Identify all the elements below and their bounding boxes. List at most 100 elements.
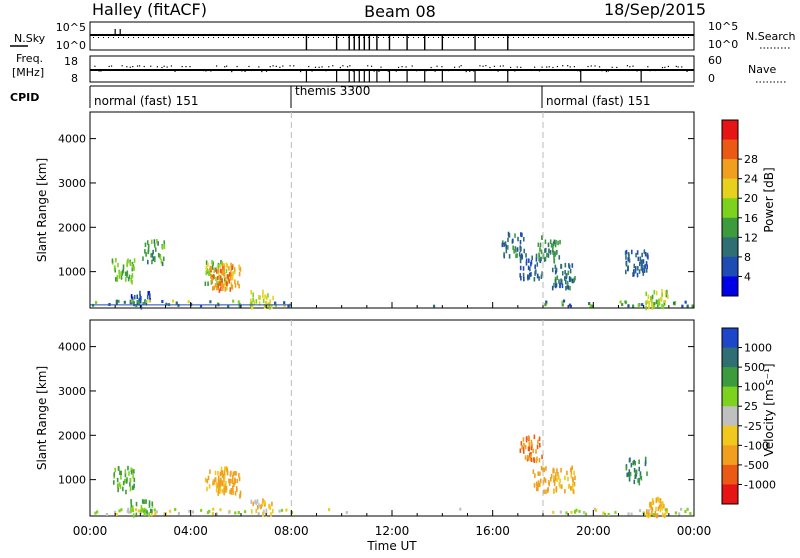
data-cell — [251, 301, 253, 306]
data-cell — [666, 294, 669, 299]
nave-dot — [556, 65, 558, 68]
data-cell — [231, 485, 234, 490]
data-cell — [222, 271, 225, 276]
data-cell — [567, 484, 570, 489]
noise-search-dot — [363, 37, 364, 38]
nave-dot — [346, 66, 349, 68]
data-cell — [555, 282, 558, 288]
velocity-data-cells — [94, 434, 692, 519]
data-cell — [646, 299, 649, 305]
data-cell — [650, 501, 652, 507]
data-cell — [232, 474, 234, 480]
data-cell — [647, 294, 650, 300]
data-cell — [548, 248, 550, 253]
nave-dot — [531, 69, 534, 72]
ground-scatter-cell — [575, 508, 578, 512]
data-cell — [508, 233, 511, 238]
data-cell — [225, 485, 228, 491]
data-cell — [529, 452, 531, 458]
data-cell — [239, 490, 242, 496]
data-cell — [152, 256, 155, 261]
data-cell — [660, 297, 663, 302]
noise-search-dot — [563, 37, 564, 38]
data-cell — [649, 501, 651, 507]
noise-search-dot — [278, 37, 279, 38]
ground-scatter-cell — [237, 300, 240, 304]
data-cell — [553, 259, 556, 264]
data-cell — [507, 237, 509, 243]
data-cell — [504, 241, 507, 246]
data-cell — [636, 250, 639, 255]
data-cell — [644, 251, 647, 257]
nave-dot — [447, 70, 450, 72]
data-cell — [117, 483, 119, 488]
nave-dot — [541, 66, 543, 68]
data-cell — [625, 249, 628, 255]
noise-search-dot — [103, 37, 104, 38]
data-cell — [534, 269, 537, 274]
data-cell — [568, 263, 570, 268]
data-cell — [569, 268, 572, 274]
data-cell — [553, 239, 556, 245]
data-cell — [572, 278, 575, 284]
data-cell — [529, 266, 531, 272]
ground-scatter-cell — [115, 299, 118, 303]
data-cell — [225, 268, 228, 274]
nave-dot — [352, 70, 354, 72]
nave-dot — [231, 70, 233, 73]
data-cell — [541, 235, 543, 240]
ground-scatter-cell — [280, 508, 284, 512]
data-cell — [651, 305, 654, 310]
nave-dot — [510, 66, 512, 69]
data-cell — [264, 502, 266, 507]
data-cell — [628, 473, 631, 478]
data-cell — [627, 252, 630, 257]
ground-scatter-cell — [145, 300, 148, 304]
nave-dot — [548, 66, 550, 68]
noise-search-dot — [493, 37, 494, 38]
data-cell — [207, 281, 209, 286]
data-cell — [545, 466, 547, 471]
nave-dot — [289, 65, 291, 67]
nave-dot — [516, 66, 518, 68]
nave-dot — [387, 70, 389, 72]
ground-scatter-cell — [642, 511, 645, 515]
nave-dot — [132, 65, 134, 68]
noise-search-dot — [283, 37, 284, 38]
data-cell — [660, 501, 662, 507]
noise-search-dot — [168, 37, 169, 38]
data-cell — [564, 262, 567, 268]
data-cell — [224, 277, 227, 283]
data-cell — [537, 439, 539, 445]
data-cell — [211, 279, 214, 284]
noise-search-dot — [198, 37, 199, 38]
noise-search-dot — [603, 37, 604, 38]
data-cell — [530, 439, 533, 445]
data-cell — [144, 299, 146, 304]
nave-dot — [105, 69, 107, 71]
ground-scatter-cell — [672, 301, 676, 305]
data-cell — [230, 266, 233, 272]
data-cell — [512, 245, 514, 250]
data-cell — [126, 273, 128, 278]
nave-dot — [618, 69, 620, 71]
data-cell — [114, 277, 117, 282]
data-cell — [265, 295, 268, 300]
noise-search-dot — [683, 37, 684, 38]
nave-dot — [489, 66, 491, 69]
data-cell — [645, 305, 647, 311]
data-cell — [144, 249, 146, 254]
nave-dot — [129, 66, 131, 68]
ground-scatter-cell — [665, 510, 668, 514]
data-cell — [567, 476, 569, 482]
data-cell — [149, 293, 151, 298]
nave-dot — [212, 69, 214, 71]
data-cell — [633, 459, 636, 465]
data-cell — [250, 499, 253, 505]
data-cell — [221, 488, 224, 494]
data-cell — [658, 504, 661, 509]
data-cell — [117, 466, 120, 471]
ground-scatter-cell — [257, 512, 260, 516]
ground-scatter-cell — [570, 510, 573, 514]
